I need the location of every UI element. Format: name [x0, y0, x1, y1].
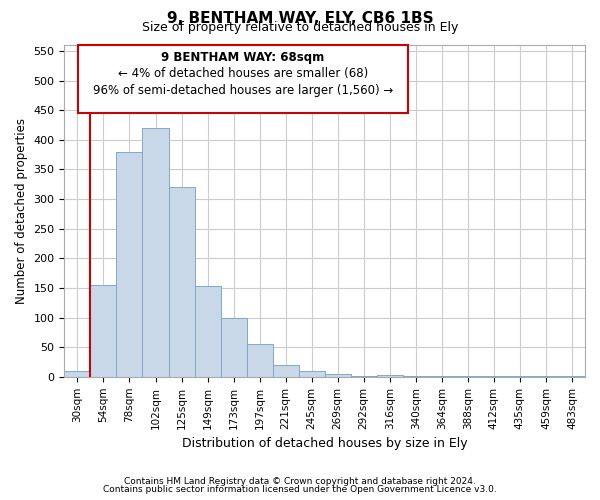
Bar: [559, 376, 585, 377]
Bar: [169, 187, 194, 377]
Bar: [403, 376, 429, 377]
Text: Size of property relative to detached houses in Ely: Size of property relative to detached ho…: [142, 22, 458, 35]
Text: Contains HM Land Registry data © Crown copyright and database right 2024.: Contains HM Land Registry data © Crown c…: [124, 477, 476, 486]
Bar: [272, 365, 299, 377]
Text: ← 4% of detached houses are smaller (68): ← 4% of detached houses are smaller (68): [118, 68, 368, 80]
Bar: [507, 376, 533, 377]
Y-axis label: Number of detached properties: Number of detached properties: [15, 118, 28, 304]
Bar: [429, 376, 455, 377]
Bar: [325, 374, 351, 377]
Text: Contains public sector information licensed under the Open Government Licence v3: Contains public sector information licen…: [103, 485, 497, 494]
Bar: [455, 376, 481, 377]
Bar: [116, 152, 142, 377]
Text: 9, BENTHAM WAY, ELY, CB6 1BS: 9, BENTHAM WAY, ELY, CB6 1BS: [167, 11, 433, 26]
Bar: [247, 344, 272, 377]
X-axis label: Distribution of detached houses by size in Ely: Distribution of detached houses by size …: [182, 437, 467, 450]
Bar: [194, 286, 221, 377]
Bar: [351, 376, 377, 377]
Bar: [91, 285, 116, 377]
Bar: [142, 128, 169, 377]
Bar: [221, 318, 247, 377]
Text: 96% of semi-detached houses are larger (1,560) →: 96% of semi-detached houses are larger (…: [93, 84, 393, 97]
Bar: [299, 371, 325, 377]
Bar: [481, 376, 507, 377]
Bar: [533, 376, 559, 377]
Bar: [64, 371, 91, 377]
Text: 9 BENTHAM WAY: 68sqm: 9 BENTHAM WAY: 68sqm: [161, 51, 325, 64]
Bar: [377, 375, 403, 377]
